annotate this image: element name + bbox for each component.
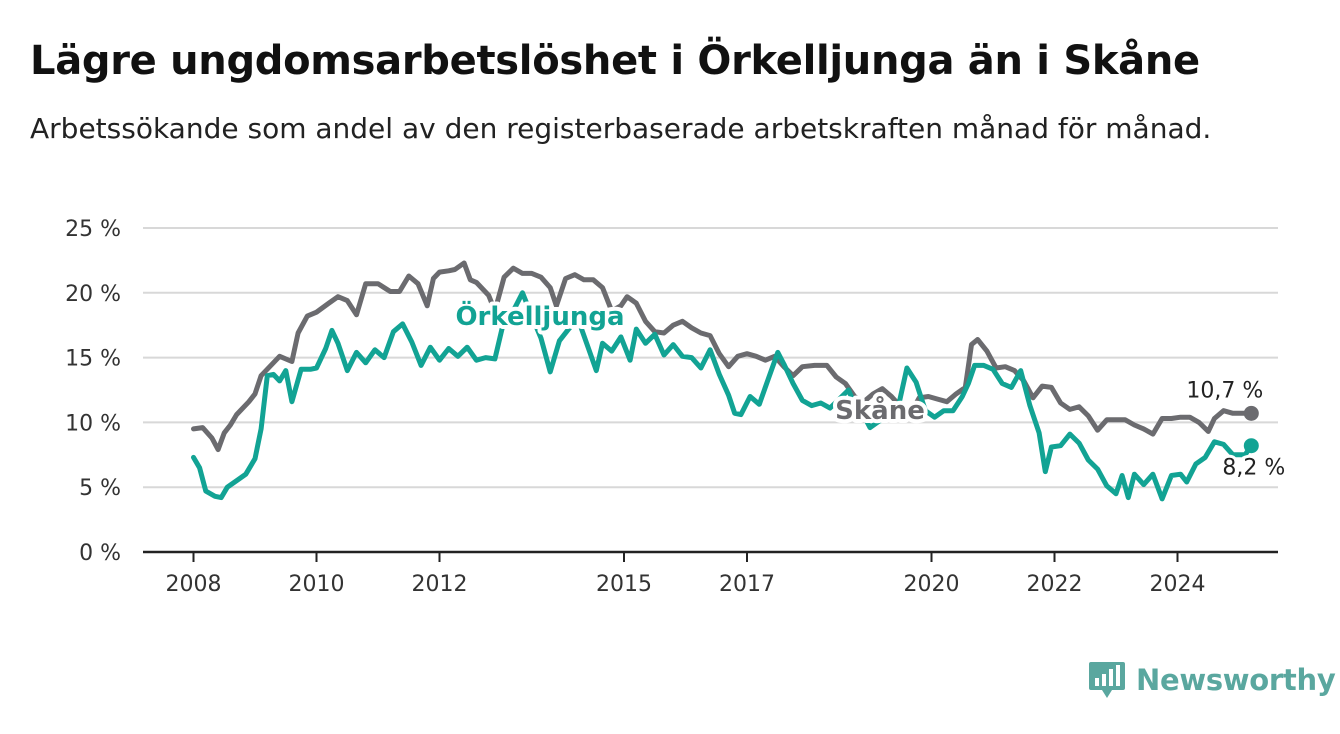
series-line [191, 290, 1254, 502]
line-chart: 0 %5 %10 %15 %20 %25 % 2008 2010 2012 2015 2… [65, 217, 1288, 597]
y-tick-label: 15 % [65, 347, 121, 372]
x-tick-label: 2022 [1027, 572, 1083, 597]
brand-name: Newsworthy [1136, 663, 1336, 697]
y-tick-label: 5 % [79, 476, 121, 501]
x-tick-label: 2008 [166, 572, 222, 597]
y-tick-label: 0 % [79, 541, 121, 566]
x-axis-ticks: 2008 2010 2012 2015 2017 2020 2022 2024 [166, 552, 1206, 597]
x-tick-label: 2015 [596, 572, 652, 597]
x-tick-label: 2017 [719, 572, 775, 597]
gridlines [143, 227, 1278, 554]
series-label-orkelljunga: Örkelljunga [455, 299, 624, 332]
end-point-marker [1243, 438, 1259, 454]
chart-title: Lägre ungdomsarbetslöshet i Örkelljunga … [30, 38, 1200, 84]
series-lines [191, 260, 1259, 502]
x-tick-label: 2010 [289, 572, 345, 597]
chart-subtitle: Arbetssökande som andel av den registerb… [30, 112, 1212, 145]
series-label-skane: Skåne [835, 394, 925, 426]
y-tick-label: 10 % [65, 411, 121, 436]
bar-chart-icon [1089, 662, 1125, 698]
y-axis-ticks: 0 % 5 % 10 % 15 % 20 % 25 % [65, 217, 121, 566]
newsworthy-logo: Newsworthy [1088, 660, 1336, 700]
y-tick-label: 20 % [65, 282, 121, 307]
series-labels: 10,7 % 8,2 % Örkelljunga Skåne [451, 295, 1288, 484]
y-tick-label: 25 % [65, 217, 121, 242]
end-point-marker [1243, 405, 1259, 421]
series-line [191, 260, 1254, 453]
x-tick-label: 2012 [412, 572, 468, 597]
x-tick-label: 2020 [904, 572, 960, 597]
x-tick-label: 2024 [1150, 572, 1206, 597]
end-value-label: 8,2 % [1222, 456, 1285, 481]
end-value-label: 10,7 % [1186, 378, 1263, 403]
